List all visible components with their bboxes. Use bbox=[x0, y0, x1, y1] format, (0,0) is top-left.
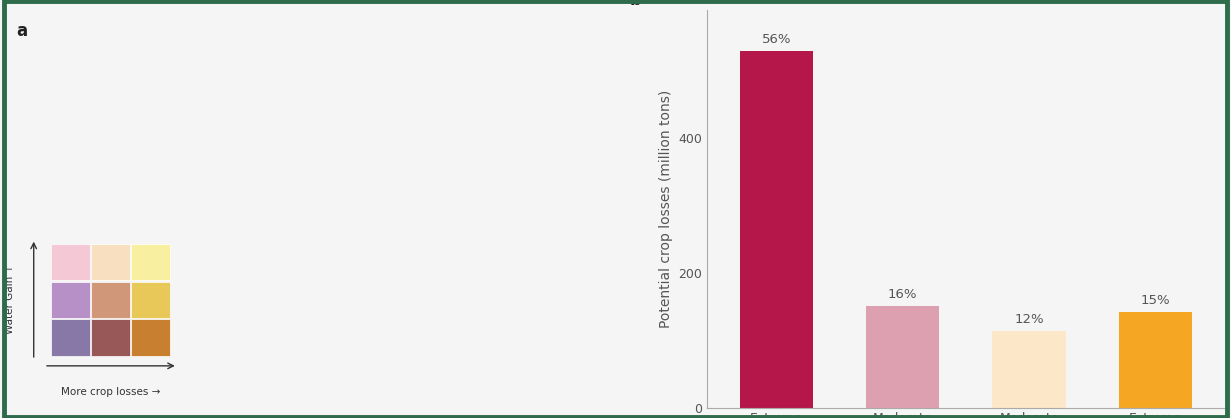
Text: More crop losses →: More crop losses → bbox=[62, 387, 160, 397]
Text: 12%: 12% bbox=[1014, 313, 1044, 326]
Text: 16%: 16% bbox=[888, 288, 917, 301]
Y-axis label: Potential crop losses (million tons): Potential crop losses (million tons) bbox=[659, 90, 672, 328]
Bar bbox=[91, 282, 129, 318]
Bar bbox=[130, 244, 170, 280]
Text: a: a bbox=[16, 22, 27, 41]
Text: 15%: 15% bbox=[1141, 294, 1171, 307]
Bar bbox=[740, 51, 814, 408]
Bar bbox=[130, 319, 170, 356]
Text: b: b bbox=[629, 0, 641, 9]
Bar bbox=[50, 282, 90, 318]
Bar bbox=[91, 319, 129, 356]
Text: 56%: 56% bbox=[762, 33, 792, 46]
Text: Water Gain ↑: Water Gain ↑ bbox=[5, 264, 15, 334]
Bar bbox=[50, 319, 90, 356]
Bar bbox=[91, 244, 129, 280]
Bar bbox=[1119, 312, 1192, 408]
Bar bbox=[867, 306, 939, 408]
Bar bbox=[50, 244, 90, 280]
Bar bbox=[130, 282, 170, 318]
Bar bbox=[992, 331, 1066, 408]
